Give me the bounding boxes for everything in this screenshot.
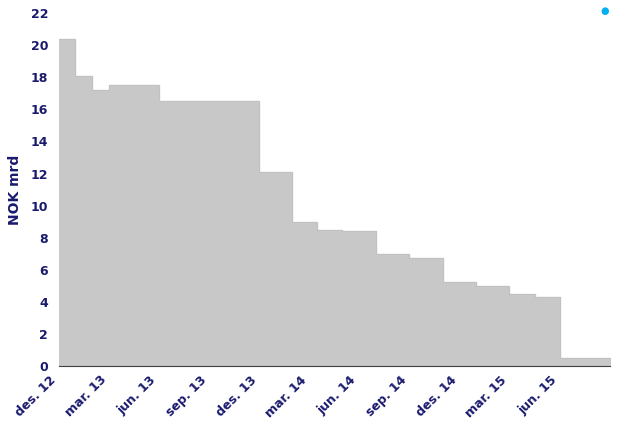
Text: ●: ● bbox=[600, 6, 609, 16]
Y-axis label: NOK mrd: NOK mrd bbox=[8, 155, 22, 225]
